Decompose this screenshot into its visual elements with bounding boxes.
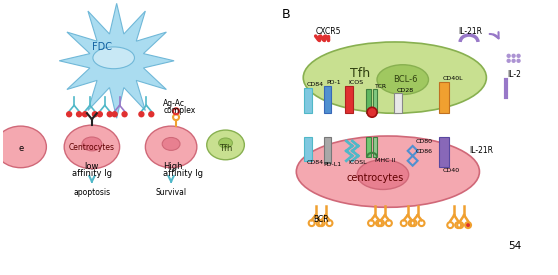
- Circle shape: [512, 54, 516, 58]
- Text: Survival: Survival: [156, 188, 187, 197]
- Bar: [373, 137, 378, 157]
- Circle shape: [507, 59, 511, 63]
- Text: CD40L: CD40L: [442, 76, 463, 81]
- Text: FDC: FDC: [92, 42, 112, 52]
- Text: affinity Ig: affinity Ig: [72, 169, 112, 178]
- Polygon shape: [59, 3, 174, 118]
- Text: CD80: CD80: [416, 139, 432, 144]
- Text: affinity Ig: affinity Ig: [163, 169, 203, 178]
- Text: PD-1: PD-1: [326, 80, 341, 85]
- Circle shape: [512, 59, 516, 63]
- Bar: [304, 87, 312, 113]
- Text: High: High: [163, 162, 182, 171]
- Text: complex: complex: [163, 106, 195, 115]
- Text: CD28: CD28: [397, 88, 414, 93]
- Bar: [394, 94, 402, 113]
- Text: Tfh: Tfh: [350, 67, 371, 80]
- Ellipse shape: [296, 136, 479, 207]
- Bar: [439, 137, 449, 167]
- Ellipse shape: [206, 130, 244, 160]
- Ellipse shape: [93, 47, 134, 69]
- Text: ICOSL: ICOSL: [348, 160, 367, 165]
- Bar: [324, 86, 331, 113]
- Text: IL-21R: IL-21R: [458, 27, 482, 35]
- Ellipse shape: [64, 125, 119, 169]
- Text: apoptosis: apoptosis: [73, 188, 110, 197]
- Text: BCR: BCR: [314, 215, 329, 224]
- Bar: [365, 89, 371, 113]
- Circle shape: [97, 112, 102, 117]
- Text: Centrocytes: Centrocytes: [69, 143, 115, 152]
- Text: low: low: [85, 162, 99, 171]
- Text: TCR: TCR: [375, 84, 387, 89]
- Bar: [365, 137, 371, 157]
- Bar: [345, 86, 353, 113]
- Ellipse shape: [146, 126, 197, 168]
- Circle shape: [507, 54, 511, 58]
- Text: Tfh: Tfh: [219, 144, 232, 153]
- Circle shape: [93, 112, 97, 117]
- Bar: [324, 137, 331, 163]
- Ellipse shape: [0, 126, 46, 168]
- Text: CXCR5: CXCR5: [316, 27, 341, 35]
- Text: Ag-Ac: Ag-Ac: [163, 99, 185, 108]
- Ellipse shape: [219, 138, 233, 148]
- Circle shape: [76, 112, 81, 117]
- Text: ICOS: ICOS: [348, 80, 363, 85]
- Text: CD40: CD40: [442, 168, 459, 173]
- Text: 54: 54: [508, 241, 522, 251]
- Text: B: B: [282, 8, 291, 21]
- Circle shape: [516, 54, 521, 58]
- Text: CD84: CD84: [307, 82, 324, 87]
- Circle shape: [83, 112, 88, 117]
- Text: MHC II: MHC II: [375, 158, 395, 163]
- Bar: [373, 89, 378, 113]
- Circle shape: [66, 112, 71, 117]
- Text: centrocytes: centrocytes: [347, 173, 403, 183]
- Circle shape: [149, 112, 154, 117]
- Text: BCL-6: BCL-6: [393, 75, 418, 84]
- Ellipse shape: [377, 65, 429, 94]
- Ellipse shape: [357, 160, 408, 189]
- Text: e: e: [18, 144, 23, 153]
- Ellipse shape: [303, 42, 487, 113]
- Bar: [439, 82, 449, 113]
- Circle shape: [122, 112, 127, 117]
- Ellipse shape: [162, 138, 180, 150]
- Ellipse shape: [82, 137, 102, 151]
- Text: CD86: CD86: [416, 149, 432, 154]
- Circle shape: [139, 112, 144, 117]
- Circle shape: [367, 107, 377, 117]
- Circle shape: [516, 59, 521, 63]
- Text: IL-2: IL-2: [508, 70, 522, 79]
- Circle shape: [112, 112, 117, 117]
- Circle shape: [107, 112, 112, 117]
- Text: CD84: CD84: [307, 160, 324, 165]
- Text: IL-21R: IL-21R: [469, 146, 493, 155]
- Bar: [304, 137, 312, 161]
- Text: PD-L1: PD-L1: [324, 162, 341, 167]
- Circle shape: [465, 222, 471, 228]
